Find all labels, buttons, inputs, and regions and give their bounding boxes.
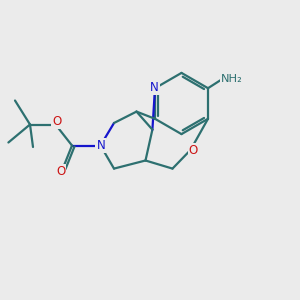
Text: O: O bbox=[56, 165, 65, 178]
Text: O: O bbox=[189, 143, 198, 157]
Text: O: O bbox=[52, 115, 62, 128]
Text: NH₂: NH₂ bbox=[220, 74, 242, 84]
Text: N: N bbox=[150, 81, 159, 94]
Text: N: N bbox=[96, 139, 105, 152]
